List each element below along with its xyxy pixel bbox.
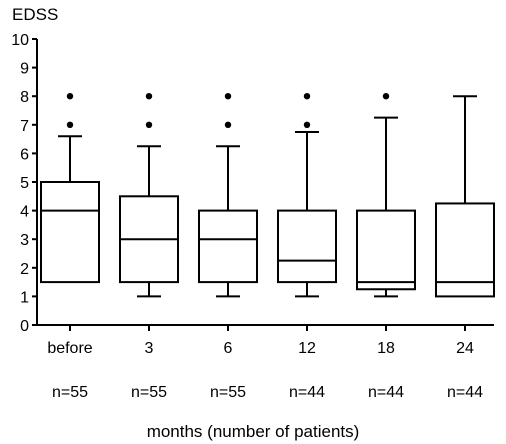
- y-tick-label: 4: [20, 204, 29, 221]
- outlier-point: [303, 121, 311, 128]
- outlier-point: [145, 93, 153, 100]
- y-tick-label: 8: [20, 89, 29, 106]
- x-tick-label: 12: [298, 340, 316, 357]
- outlier-point: [224, 93, 232, 100]
- patient-count-label: n=55: [131, 384, 167, 401]
- boxes-group: [40, 93, 495, 298]
- patient-count-label: n=55: [210, 384, 246, 401]
- x-axis: before n=55 3 n=55 6 n=55 12 n=44 18 n=44 24 n=44: [37, 324, 494, 401]
- outlier-point: [145, 121, 153, 128]
- box-12: [277, 93, 337, 298]
- x-tick-label: 24: [456, 340, 474, 357]
- x-tick-label: 18: [377, 340, 395, 357]
- iqr-box: [40, 181, 100, 284]
- x-tick-label: 6: [224, 340, 233, 357]
- outlier-point: [382, 93, 390, 100]
- box-before: [40, 93, 100, 284]
- y-tick-label: 10: [11, 32, 29, 49]
- iqr-box: [356, 209, 416, 291]
- y-tick-label: 1: [20, 289, 29, 306]
- y-tick-label: 6: [20, 146, 29, 163]
- iqr-box: [277, 209, 337, 284]
- patient-count-label: n=55: [52, 384, 88, 401]
- iqr-box: [435, 202, 495, 298]
- outlier-point: [224, 121, 232, 128]
- outlier-point: [66, 121, 74, 128]
- patient-count-label: n=44: [289, 384, 325, 401]
- box-3: [119, 93, 179, 298]
- box-18: [356, 93, 416, 298]
- box-24: [435, 95, 495, 298]
- y-tick-label: 0: [20, 318, 29, 335]
- box-6: [198, 93, 258, 298]
- x-axis-title: months (number of patients): [147, 422, 360, 441]
- x-tick-label: before: [47, 340, 92, 357]
- patient-count-label: n=44: [368, 384, 404, 401]
- y-tick-label: 9: [20, 61, 29, 78]
- y-axis: 0 1 2 3 4 5 6 7 8 9 10: [11, 32, 38, 335]
- y-tick-label: 5: [20, 175, 29, 192]
- y-tick-label: 2: [20, 261, 29, 278]
- iqr-box: [198, 209, 258, 284]
- outlier-point: [66, 93, 74, 100]
- x-tick-label: 3: [145, 340, 154, 357]
- y-tick-label: 7: [20, 118, 29, 135]
- y-axis-title: EDSS: [12, 5, 58, 24]
- y-tick-label: 3: [20, 232, 29, 249]
- outlier-point: [303, 93, 311, 100]
- patient-count-label: n=44: [447, 384, 483, 401]
